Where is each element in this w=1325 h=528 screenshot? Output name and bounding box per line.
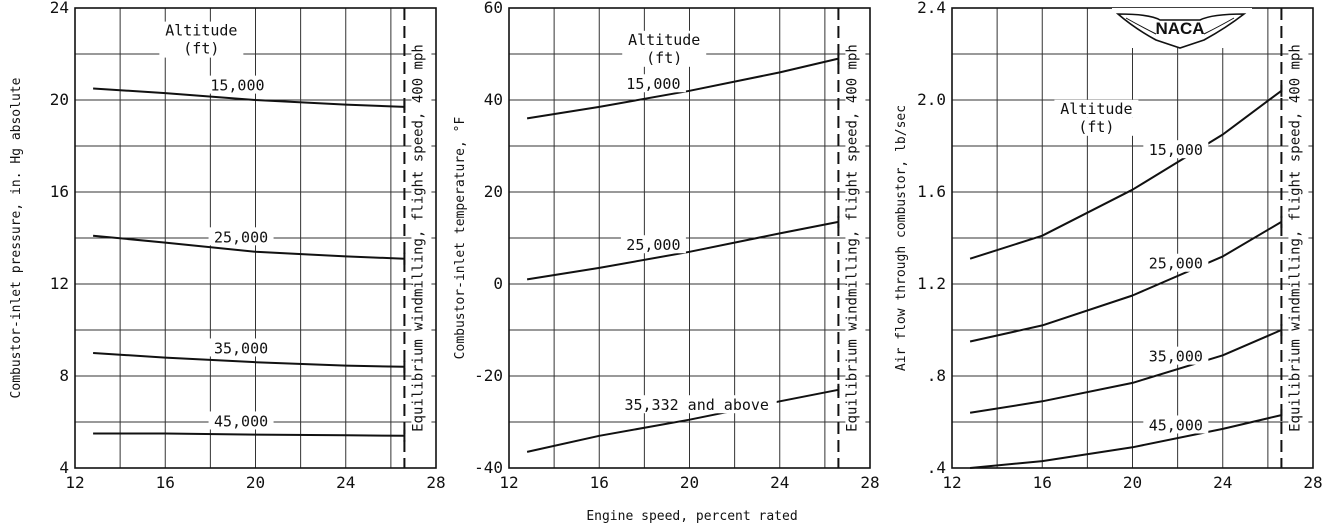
series-line: [526, 220, 839, 281]
naca-logo: NACA: [1112, 8, 1252, 49]
y-tick-label: 12: [50, 274, 69, 293]
y-tick-label: 1.6: [917, 182, 946, 201]
series-label-bg: [208, 411, 274, 430]
series-line: [93, 432, 405, 437]
series-label: 35,000: [214, 339, 268, 357]
series-label: 25,000: [626, 236, 680, 254]
legend-title-bg: [159, 21, 244, 40]
series-label-bg: [204, 75, 270, 94]
x-tick-label: 28: [1303, 473, 1322, 492]
y-tick-label: 1.2: [917, 274, 946, 293]
x-tick-label: 28: [860, 473, 879, 492]
legend-title: (ft): [183, 40, 219, 58]
series-label-bg: [1143, 253, 1209, 272]
y-tick-label: 2.0: [917, 90, 946, 109]
y-tick-label: 60: [484, 0, 503, 17]
legend-title-bg: [159, 39, 244, 58]
legend-title: Altitude: [628, 31, 700, 49]
x-tick-label: 20: [680, 473, 699, 492]
legend-title-bg: [622, 48, 707, 67]
x-tick-label: 24: [1213, 473, 1232, 492]
y-axis-label: Combustor-inlet pressure, in. Hg absolut…: [9, 77, 24, 398]
x-tick-label: 12: [499, 473, 518, 492]
series-label-bg: [1143, 140, 1209, 159]
x-tick-label: 16: [1033, 473, 1052, 492]
x-tick-label: 12: [65, 473, 84, 492]
series-label: 35,332 and above: [624, 396, 769, 414]
series-line: [526, 57, 839, 120]
x-tick-label: 20: [246, 473, 265, 492]
series-label: 45,000: [1149, 416, 1203, 434]
x-tick-label: 16: [156, 473, 175, 492]
x-tick-label: 24: [336, 473, 355, 492]
series-label: 45,000: [214, 412, 268, 430]
series-line: [969, 221, 1282, 343]
y-axis-label: Combustor-inlet temperature, °F: [453, 117, 468, 360]
series-line: [526, 388, 839, 453]
plot-frame: [74, 7, 437, 469]
y-tick-label: 0: [493, 274, 503, 293]
series-label: 35,000: [1149, 348, 1203, 366]
x-tick-label: 28: [426, 473, 445, 492]
legend-title: Altitude: [1060, 100, 1132, 118]
series-line: [93, 352, 405, 368]
y-tick-label: .8: [927, 366, 946, 385]
windmilling-label: Equilibrium windmilling, flight speed, 4…: [844, 44, 860, 432]
y-tick-label: 4: [59, 458, 69, 477]
series-label: 25,000: [214, 228, 268, 246]
legend-title: Altitude: [165, 22, 237, 40]
y-axis-label: Air flow through combustor, lb/sec: [894, 105, 909, 371]
y-tick-label: 24: [50, 0, 69, 17]
legend-title-bg: [1054, 117, 1139, 136]
x-tick-label: 12: [942, 473, 961, 492]
plot-frame: [508, 7, 871, 469]
series-line: [969, 329, 1282, 414]
series-label-bg: [620, 235, 686, 254]
windmilling-label: Equilibrium windmilling, flight speed, 4…: [410, 44, 426, 432]
chart-panel-3: 12 16 20 24 28 .4 .8 1.2 1.6 2.0 2.4 Air flow throu…: [894, 0, 1323, 492]
y-tick-label: 40: [484, 90, 503, 109]
x-tick-label: 16: [590, 473, 609, 492]
series-label: 15,000: [1149, 141, 1203, 159]
series-label-bg: [616, 395, 777, 414]
windmilling-label: Equilibrium windmilling, flight speed, 4…: [1287, 44, 1303, 432]
series-label-bg: [208, 338, 274, 357]
windmilling-label-bg: [1288, 10, 1309, 466]
y-tick-label: 8: [59, 366, 69, 385]
series-label-bg: [208, 227, 274, 246]
series-line: [93, 234, 405, 260]
chart-panel-2: 12 16 20 24 28 -40 -20 0 20 40 60 Combustor-inlet t…: [453, 0, 880, 492]
common-x-axis-label: Engine speed, percent rated: [586, 509, 797, 524]
windmilling-label-bg: [411, 10, 432, 466]
y-tick-label: .4: [927, 458, 946, 477]
series-label: 15,000: [626, 75, 680, 93]
series-label: 15,000: [210, 77, 264, 95]
legend-title-bg: [1054, 99, 1139, 118]
x-tick-label: 20: [1123, 473, 1142, 492]
series-line: [970, 414, 1282, 469]
series-line: [969, 89, 1282, 260]
y-tick-label: 20: [50, 90, 69, 109]
legend-title: (ft): [646, 49, 682, 67]
series-line: [93, 87, 405, 108]
windmilling-label-bg: [845, 10, 866, 466]
y-tick-label: -20: [474, 366, 503, 385]
series-label-bg: [1143, 415, 1209, 434]
series-label: 25,000: [1149, 255, 1203, 273]
naca-logo-text: NACA: [1155, 19, 1204, 38]
y-tick-label: 2.4: [917, 0, 946, 17]
y-tick-label: -40: [474, 458, 503, 477]
chart-panel-1: 12 16 20 24 28 4 8 12 16 20 24 Combustor-inlet pres…: [9, 0, 446, 492]
y-tick-label: 20: [484, 182, 503, 201]
y-tick-label: 16: [50, 182, 69, 201]
x-tick-label: 24: [770, 473, 789, 492]
legend-title: (ft): [1078, 118, 1114, 136]
series-label-bg: [620, 74, 686, 93]
legend-title-bg: [622, 30, 707, 49]
series-label-bg: [1143, 346, 1209, 365]
